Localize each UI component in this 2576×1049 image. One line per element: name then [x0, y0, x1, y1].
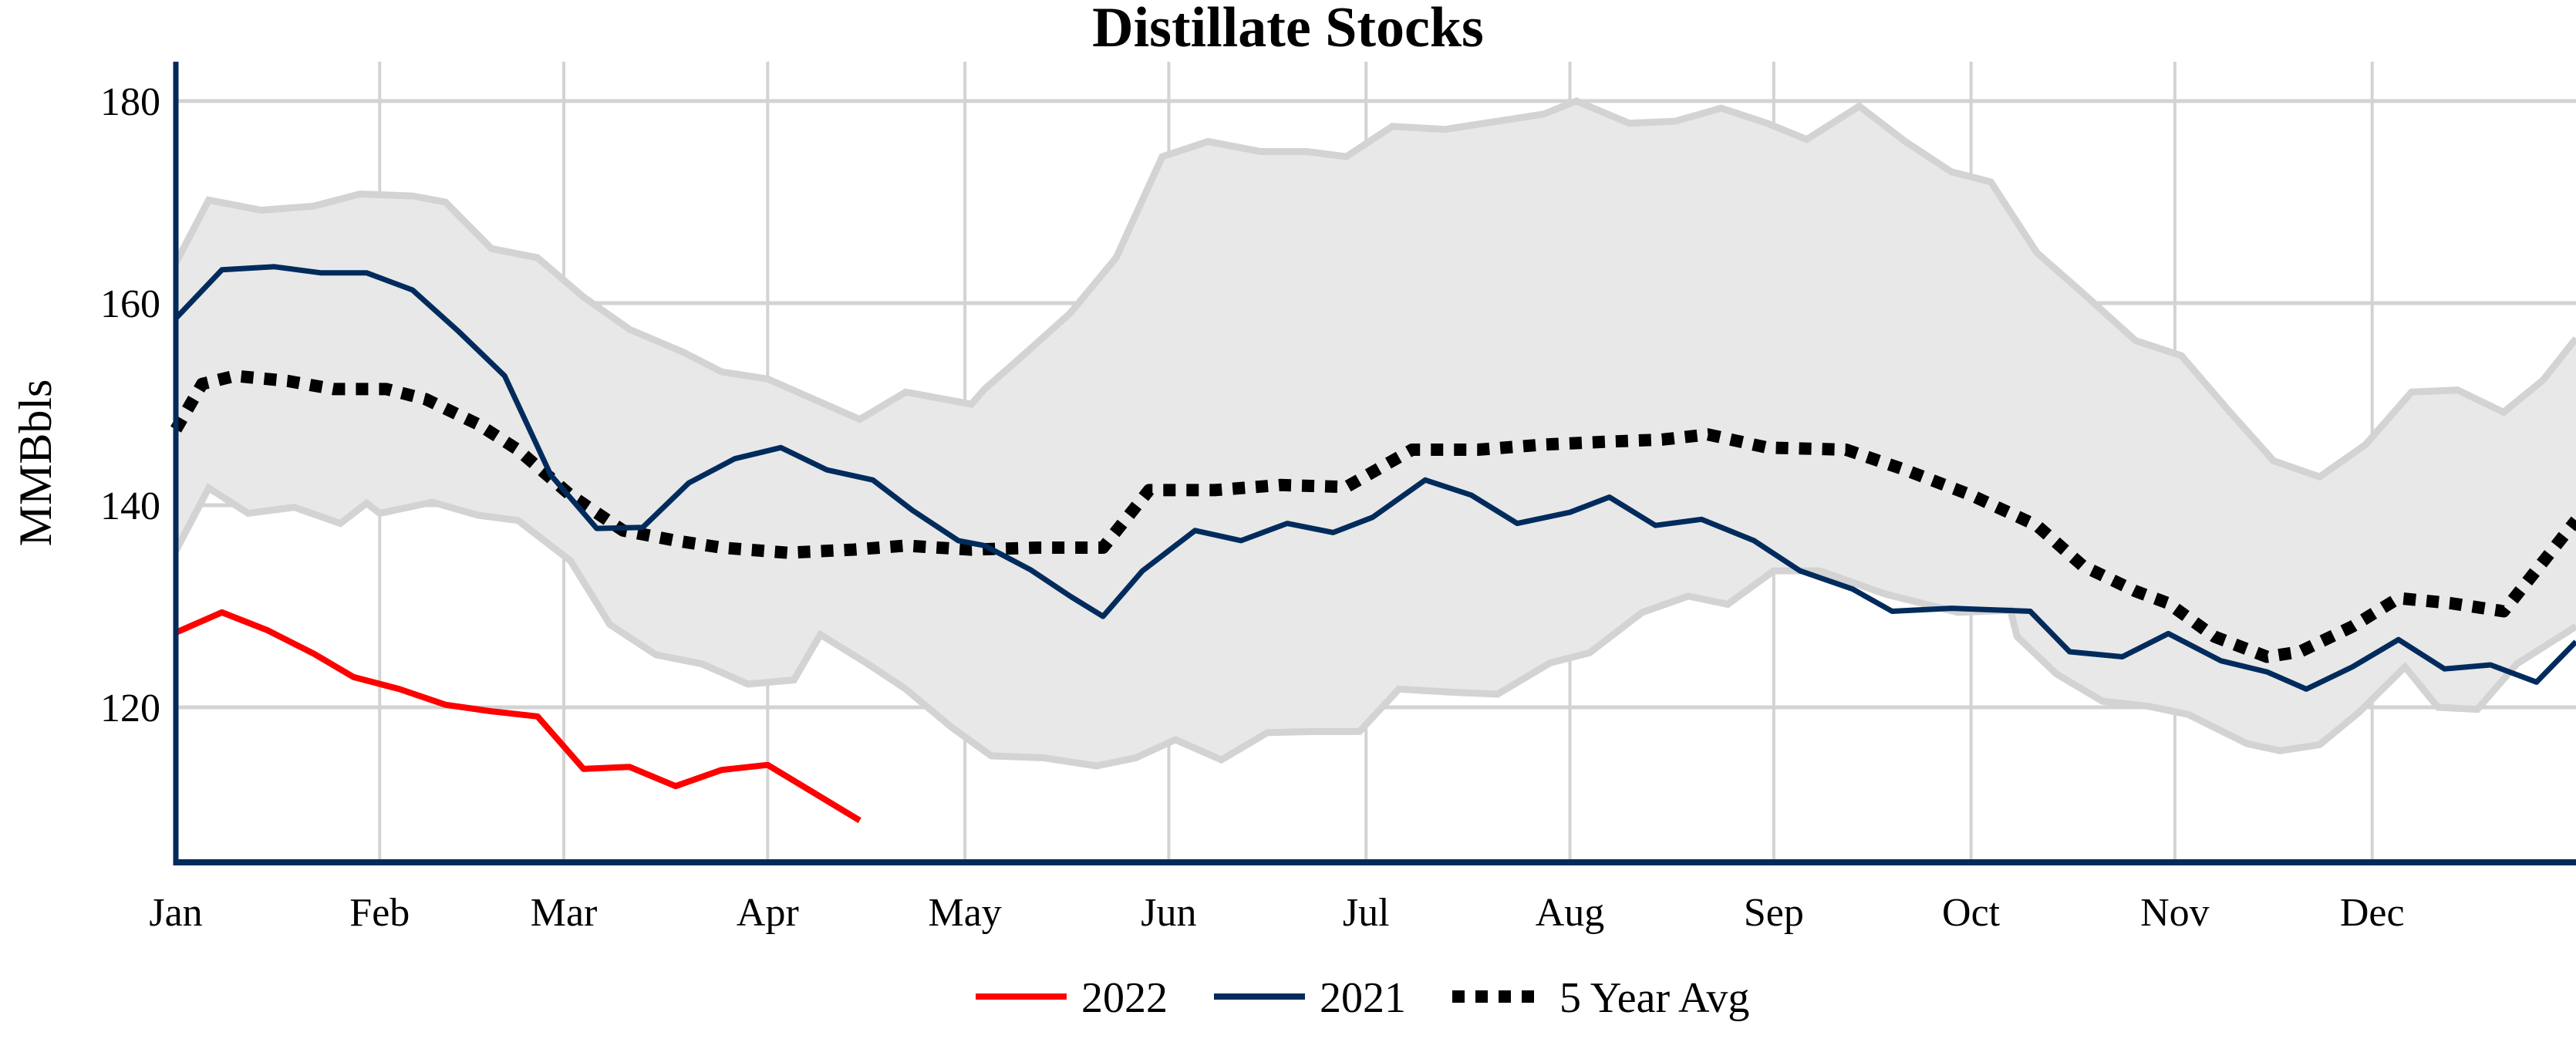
x-tick-labels: Jan Feb Mar Apr May Jun Jul Aug Sep Oct Nov Dec: [149, 891, 2404, 935]
legend-label-2021: 2021: [1320, 974, 1406, 1022]
series-lines: [170, 264, 2576, 824]
y-tick-label: 140: [100, 484, 160, 528]
five-year-range-band: [173, 97, 2576, 770]
x-tick-label-oct: Oct: [1942, 891, 2001, 935]
legend-label-5-year-avg: 5 Year Avg: [1559, 974, 1749, 1022]
band-lower-line: [173, 483, 2576, 770]
x-tick-label-may: May: [928, 891, 1001, 935]
x-tick-label-mar: Mar: [531, 891, 598, 935]
x-tick-label-sep: Sep: [1744, 891, 1804, 935]
chart-title: Distillate Stocks: [1092, 0, 1484, 59]
x-tick-label-nov: Nov: [2140, 891, 2210, 935]
x-tick-label-jun: Jun: [1141, 891, 1196, 935]
axes: [173, 62, 2576, 865]
y-axis-label: MMBbls: [10, 379, 61, 547]
x-tick-label-feb: Feb: [349, 891, 410, 935]
x-tick-label-jan: Jan: [149, 891, 202, 935]
x-tick-label-apr: Apr: [737, 891, 799, 935]
x-tick-label-aug: Aug: [1536, 891, 1605, 935]
band-upper-line: [173, 97, 2576, 481]
y-tick-label: 120: [100, 686, 160, 730]
x-tick-label-jul: Jul: [1343, 891, 1390, 935]
legend: 2022 2021 5 Year Avg: [976, 974, 1749, 1022]
y-tick-label: 180: [100, 80, 160, 124]
y-tick-labels: 120 140 160 180: [100, 80, 160, 730]
y-tick-label: 160: [100, 282, 160, 326]
series-line-5-year-avg: [170, 369, 2576, 663]
legend-label-2022: 2022: [1081, 974, 1168, 1022]
x-tick-label-dec: Dec: [2340, 891, 2405, 935]
band-fill: [176, 101, 2576, 766]
